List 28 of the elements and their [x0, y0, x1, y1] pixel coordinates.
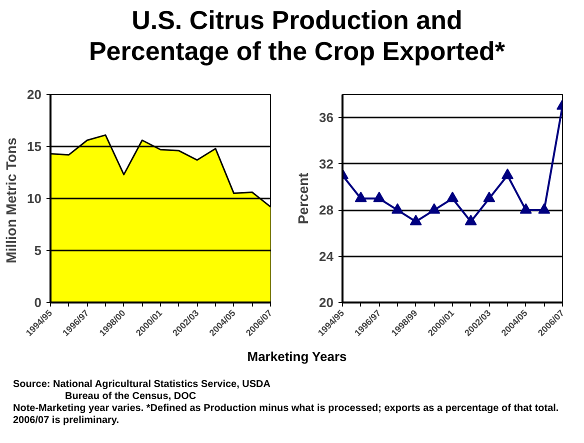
y-tick-label: 24: [319, 248, 334, 264]
x-axis-title: Marketing Years: [246, 349, 348, 364]
y-axis-title: Percent: [295, 172, 312, 224]
point: [502, 168, 514, 180]
point: [483, 192, 496, 202]
y-tick-label: 28: [319, 202, 334, 218]
y-tick-label: 0: [34, 295, 42, 310]
point: [446, 192, 458, 202]
y-tick-label: 32: [319, 156, 334, 172]
point: [392, 203, 404, 214]
text: Note-Marketing year varies. *Defined as Production minus what is processed; exports as a percentage of that total. 2006/07 is preliminary.: [13, 403, 560, 427]
y-tick-label: 20: [319, 295, 334, 310]
point: [464, 214, 477, 226]
point: [354, 192, 367, 202]
text: Bureau of the Census, DOC: [64, 391, 198, 403]
point: [428, 203, 440, 214]
chart-title: U.S. Citrus Production and Percentage of the Crop Exported*: [88, 5, 506, 67]
point: [538, 203, 550, 214]
y-tick-label: 5: [34, 243, 42, 258]
y-tick-label: 20: [27, 87, 42, 102]
point: [410, 214, 422, 226]
y-axis-title: Million Metric Tons: [3, 137, 20, 264]
y-tick-label: 10: [27, 191, 42, 206]
y-tick-label: 36: [319, 110, 334, 126]
point: [373, 192, 386, 202]
point: [520, 203, 532, 214]
source-note: Source: National Agricultural Statistics Service, USDA: [13, 379, 272, 391]
y-tick-label: 15: [27, 139, 42, 154]
